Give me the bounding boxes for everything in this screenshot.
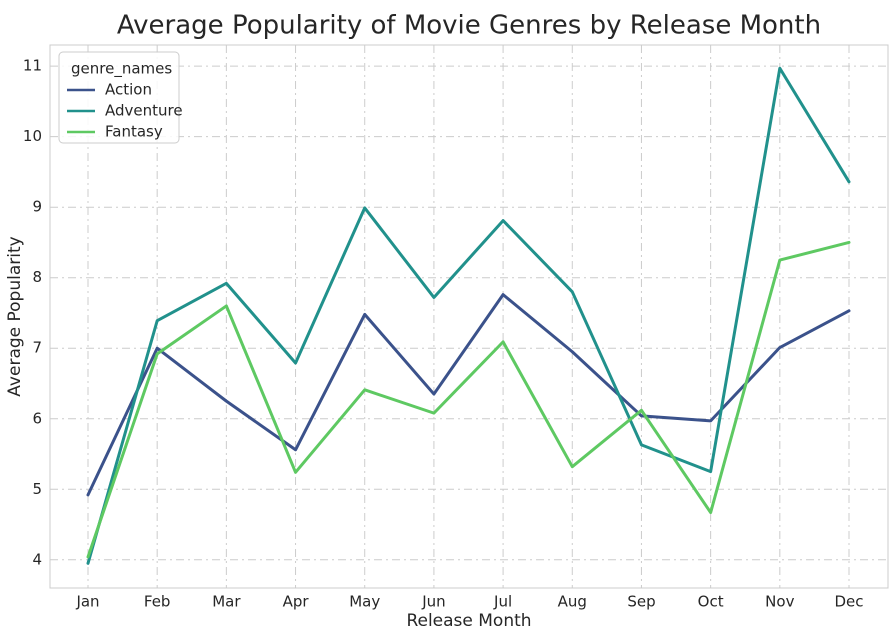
plot-area — [49, 44, 889, 589]
y-tick-label: 8 — [32, 268, 42, 286]
legend-title: genre_names — [71, 60, 172, 79]
series-line-fantasy — [86, 240, 851, 559]
x-tick-label: Aug — [558, 593, 587, 611]
legend-label: Action — [105, 81, 152, 99]
x-tick-label: Nov — [765, 593, 794, 611]
x-tick-label: Jan — [75, 593, 99, 611]
legend-label: Fantasy — [105, 123, 163, 141]
y-axis-label: Average Popularity — [5, 236, 25, 396]
y-tick-label: 7 — [32, 339, 42, 357]
grid-lines — [50, 45, 888, 588]
legend-item-fantasy: Fantasy — [67, 123, 163, 141]
x-tick-label: Apr — [283, 593, 310, 611]
legend-label: Adventure — [105, 102, 183, 120]
y-axis-ticks: 4 5 6 7 8 9 10 11 — [23, 57, 42, 569]
x-tick-label: May — [349, 593, 380, 611]
legend-item-adventure: Adventure — [67, 102, 183, 120]
series-lines — [86, 66, 851, 565]
x-tick-label: Mar — [212, 593, 241, 611]
legend-item-action: Action — [67, 81, 152, 99]
x-axis-label: Release Month — [406, 611, 531, 631]
x-tick-label: Jun — [421, 593, 445, 611]
legend: genre_names Action Adventure Fantasy — [58, 51, 183, 144]
x-tick-label: Jul — [493, 593, 512, 611]
x-tick-label: Sep — [627, 593, 655, 611]
y-tick-label: 6 — [32, 409, 42, 427]
x-axis-ticks: Jan Feb Mar Apr May Jun Jul Aug Sep Oct Nov Dec — [75, 593, 863, 611]
legend-items: Action Adventure Fantasy — [67, 81, 183, 141]
y-tick-label: 10 — [23, 127, 42, 145]
series-line-adventure — [86, 66, 851, 565]
plot-background — [49, 44, 889, 589]
y-tick-label: 4 — [32, 550, 42, 568]
chart-title: Average Popularity of Movie Genres by Re… — [117, 11, 821, 41]
y-tick-label: 5 — [32, 480, 42, 498]
y-tick-label: 9 — [32, 198, 42, 216]
legend-box — [58, 51, 180, 144]
x-tick-label: Feb — [144, 593, 171, 611]
x-tick-label: Dec — [834, 593, 863, 611]
x-tick-label: Oct — [698, 593, 724, 611]
y-tick-label: 11 — [23, 57, 42, 75]
